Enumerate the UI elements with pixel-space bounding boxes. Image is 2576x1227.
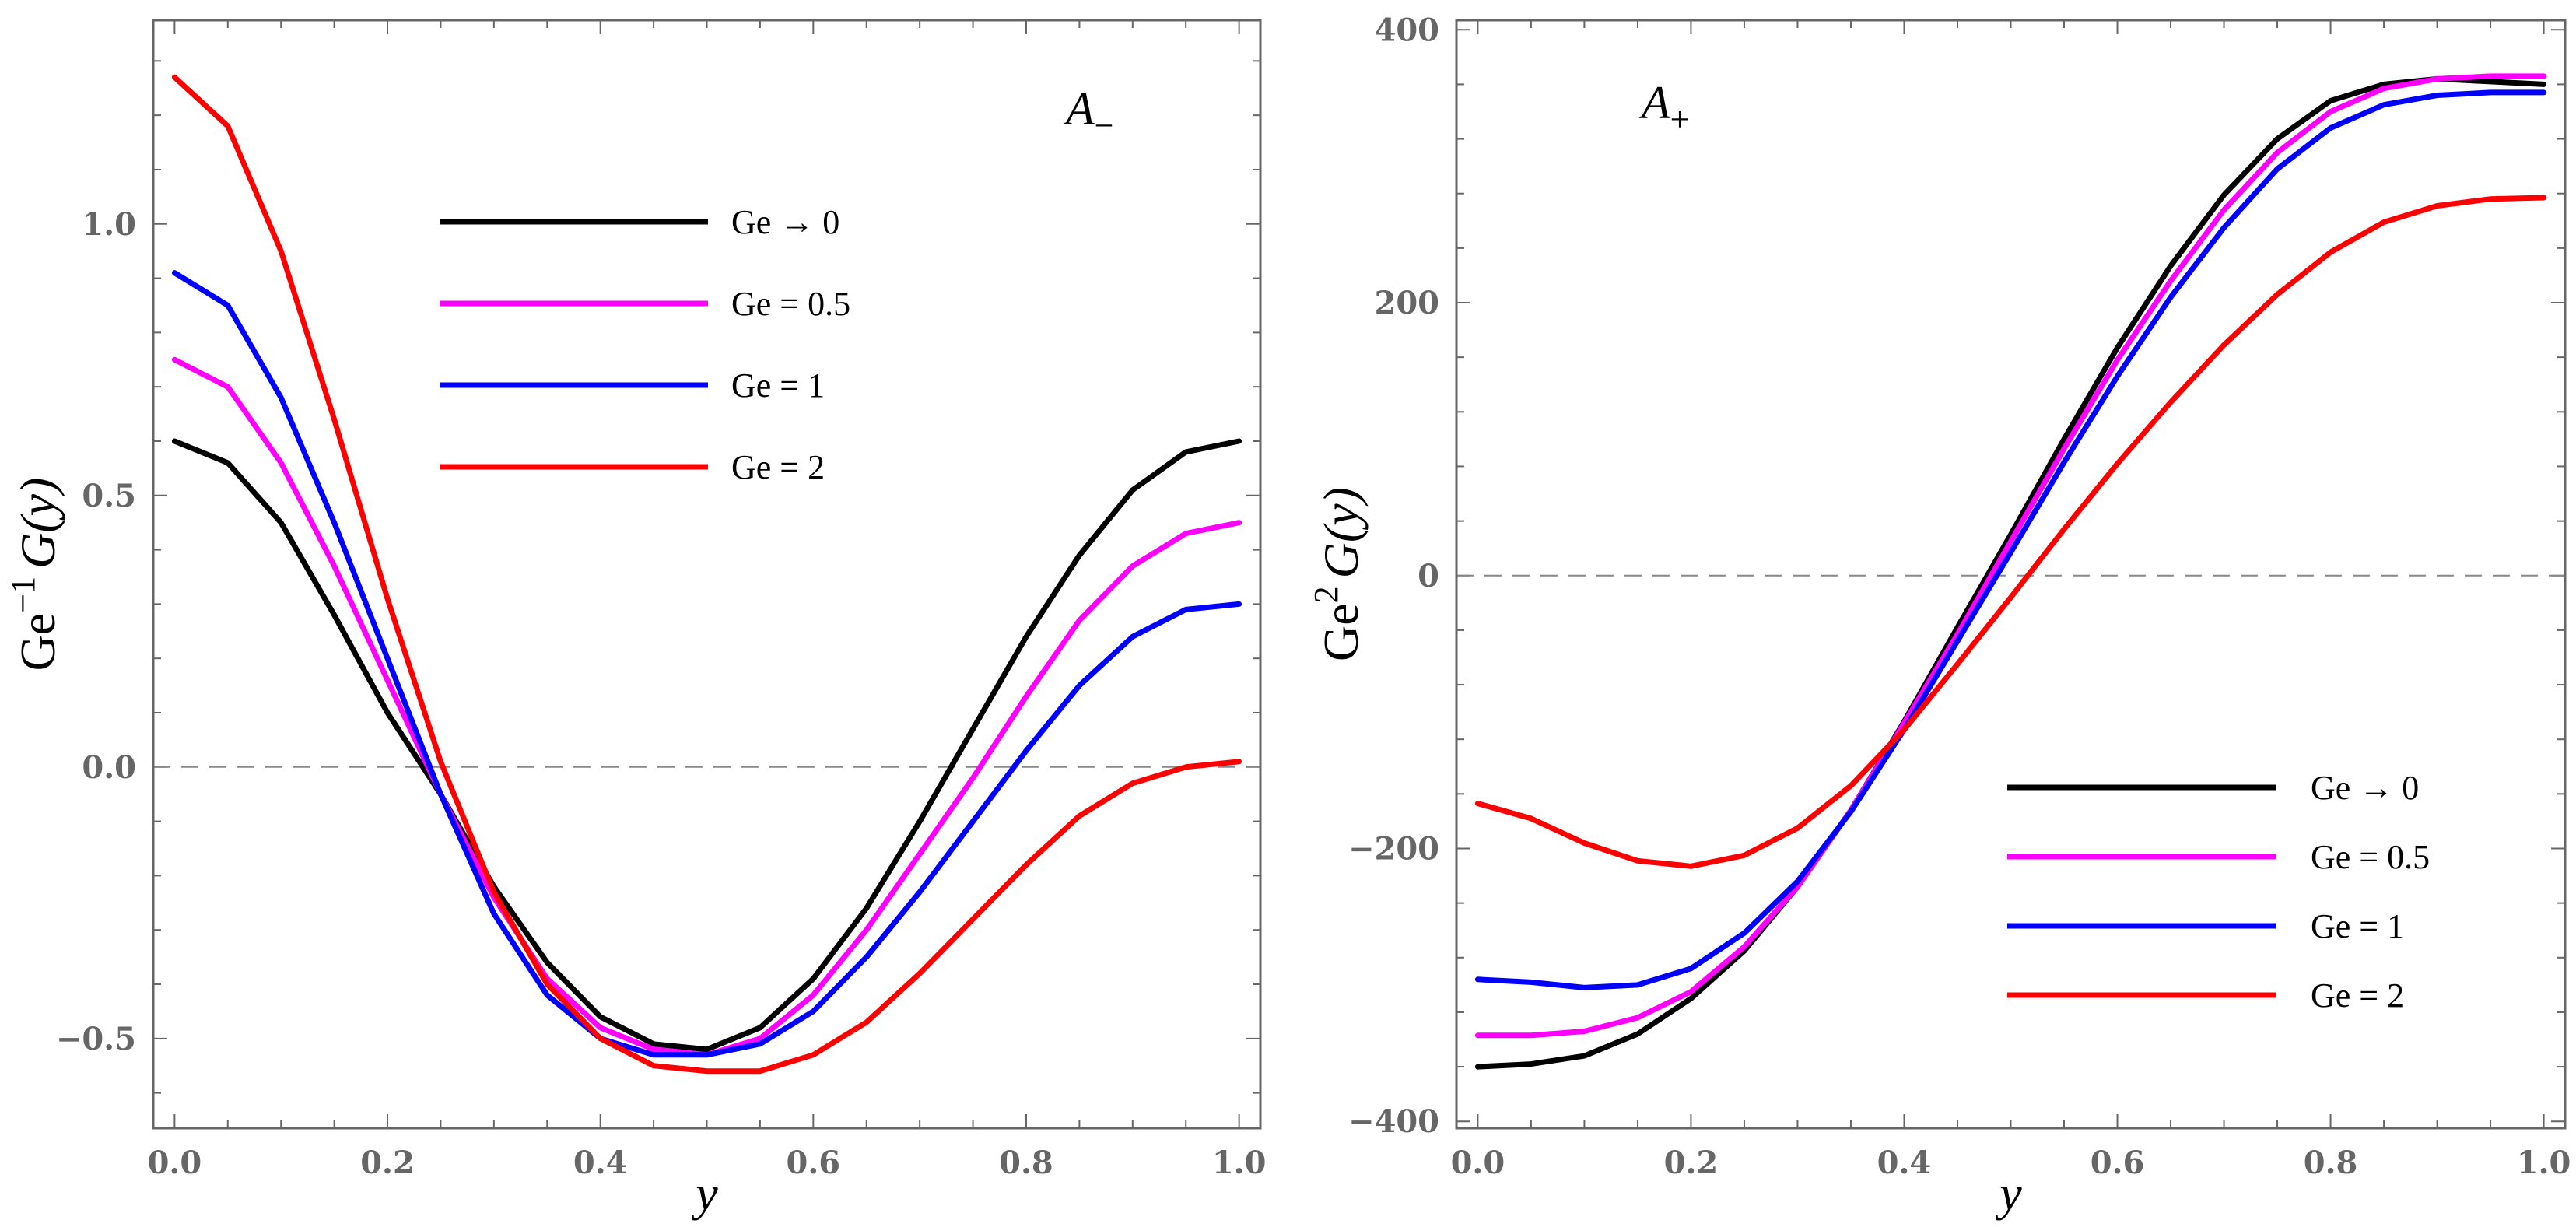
y-axis-label-exponent: 2 — [1307, 586, 1345, 603]
panel-label: A+ — [1638, 77, 1689, 138]
panel-label: A− — [1063, 83, 1113, 145]
y-tick-label: 1.0 — [82, 206, 136, 243]
legend: Ge → 0 Ge = 0.5 Ge = 1 Ge = 2 — [2007, 769, 2430, 1015]
x-tick-label: 0.6 — [2091, 1145, 2145, 1181]
legend-label-1: Ge = 0.5 — [731, 285, 850, 323]
panel-label-letter: A — [1063, 83, 1095, 135]
legend: Ge → 0 Ge = 0.5 Ge = 1 Ge = 2 — [440, 203, 850, 486]
chart-panel-1: 0.0 0.2 0.4 0.6 0.8 1.0 −400 −200 0 200 400 y Ge2 G(y… — [1307, 12, 2571, 1221]
x-tick-label: 1.0 — [1212, 1145, 1267, 1181]
y-axis-label-function: G(y) — [1313, 487, 1369, 578]
y-tick-label: 0.5 — [82, 478, 136, 514]
x-tick-label: 0.4 — [573, 1145, 628, 1181]
panel-label-subscript: − — [1095, 107, 1114, 145]
y-tick-label: −200 — [1348, 830, 1439, 867]
y-axis-label-base: Ge — [1313, 603, 1369, 661]
y-axis-label-function: G(y) — [10, 478, 65, 569]
x-axis-label: y — [1995, 1166, 2022, 1221]
legend-label-2: Ge = 1 — [2311, 907, 2404, 945]
plot-frame — [1455, 19, 2567, 1130]
y-tick-label: 200 — [1375, 285, 1440, 321]
y-tick-label: 0.0 — [82, 749, 136, 786]
x-tick-label: 0.6 — [787, 1145, 841, 1181]
y-tick-label: −400 — [1348, 1103, 1439, 1140]
series-line-0 — [171, 438, 1242, 1053]
chart-panel-0: 0.0 0.2 0.4 0.6 0.8 1.0 −0.5 0.0 0.5 1.0 y Ge−1 G(y)… — [4, 19, 1267, 1221]
plot-frame — [152, 19, 1262, 1130]
y-axis-label: Ge2 G(y) — [1307, 487, 1369, 661]
x-tick-label: 0.8 — [999, 1145, 1053, 1181]
x-tick-label: 0.0 — [1451, 1145, 1505, 1181]
x-axis-label: y — [691, 1166, 718, 1221]
y-axis-label-exponent: −1 — [4, 577, 42, 613]
legend-label-0: Ge → 0 — [2311, 769, 2419, 807]
x-tick-label: 0.8 — [2304, 1145, 2358, 1181]
y-axis-label: Ge−1 G(y) — [4, 478, 65, 671]
y-tick-label: 400 — [1375, 12, 1440, 48]
x-tick-label: 0.2 — [360, 1145, 415, 1181]
x-tick-label: 1.0 — [2517, 1145, 2571, 1181]
legend-label-3: Ge = 2 — [731, 448, 825, 486]
legend-label-2: Ge = 1 — [731, 366, 825, 405]
y-tick-label: −0.5 — [56, 1021, 136, 1057]
legend-label-0: Ge → 0 — [731, 203, 839, 241]
series-line-3 — [171, 74, 1242, 1075]
x-tick-label: 0.4 — [1877, 1145, 1932, 1181]
y-axis-label-base: Ge — [10, 613, 65, 671]
series-line-2 — [171, 270, 1242, 1058]
x-tick-label: 0.0 — [148, 1145, 202, 1181]
legend-label-3: Ge = 2 — [2311, 976, 2404, 1015]
legend-label-1: Ge = 0.5 — [2311, 838, 2430, 876]
series-line-3 — [1474, 195, 2547, 869]
y-tick-label: 0 — [1418, 558, 1439, 594]
series-line-0 — [1474, 75, 2547, 1070]
series-line-1 — [171, 356, 1242, 1058]
series-line-2 — [1474, 89, 2547, 990]
panel-label-subscript: + — [1670, 100, 1690, 138]
series-line-1 — [1474, 73, 2547, 1039]
panel-label-letter: A — [1638, 77, 1670, 128]
x-tick-label: 0.2 — [1664, 1145, 1719, 1181]
